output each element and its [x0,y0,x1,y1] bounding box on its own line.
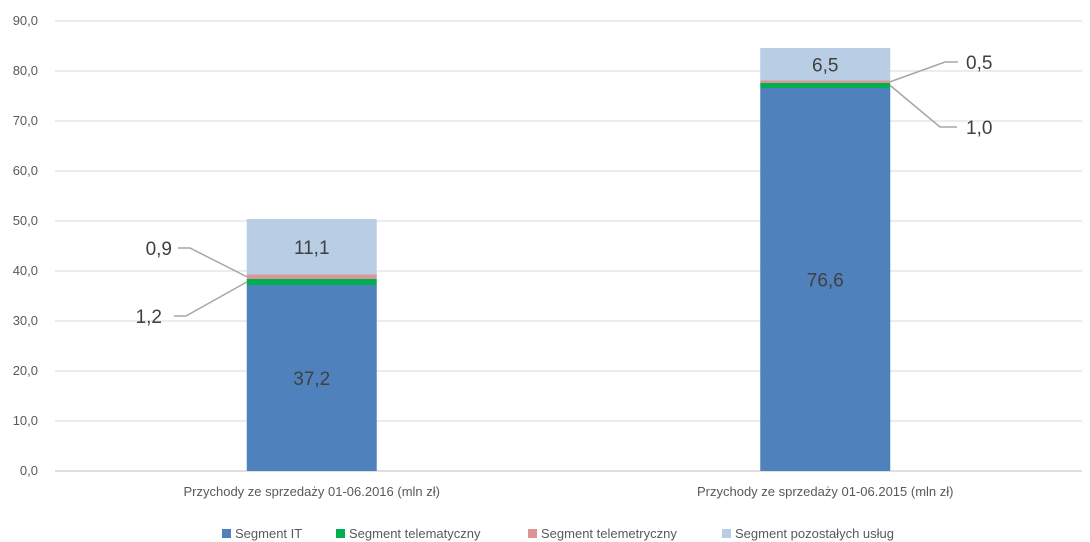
x-axis-categories: Przychody ze sprzedaży 01-06.2016 (mln z… [183,484,953,499]
y-tick-label: 90,0 [13,13,38,28]
data-label: 1,2 [136,307,162,328]
y-tick-label: 0,0 [20,463,38,478]
legend-swatch [222,529,231,538]
legend: Segment IT Segment telematyczny Segment te… [222,526,894,541]
bars [246,48,891,471]
y-tick-label: 50,0 [13,213,38,228]
data-label: 11,1 [294,238,330,259]
x-category-label: Przychody ze sprzedaży 01-06.2016 (mln z… [183,484,440,499]
legend-label: Segment pozostałych usług [735,526,894,541]
leader-line [174,281,248,317]
data-label: 37,2 [293,369,330,390]
data-label: 6,5 [812,55,838,76]
bar-segment [760,88,891,471]
x-category-label: Przychody ze sprzedaży 01-06.2015 (mln z… [697,484,954,499]
bar-segment [246,219,377,275]
data-label: 0,9 [146,239,172,260]
legend-label: Segment telemetryczny [541,526,677,541]
data-label: 76,6 [807,271,844,292]
leader-line [889,84,957,128]
data-label: 0,5 [966,53,992,74]
legend-swatch [722,529,731,538]
legend-swatch [336,529,345,538]
gridlines [55,20,1082,472]
y-axis-ticks: 0,0 10,0 20,0 30,0 40,0 50,0 60,0 70,0 80,0 90,0 [13,13,38,478]
y-tick-label: 70,0 [13,113,38,128]
legend-label: Segment telematyczny [349,526,481,541]
bar-segment [760,83,891,88]
y-tick-label: 20,0 [13,363,38,378]
bar-segment [246,279,377,285]
y-tick-label: 40,0 [13,263,38,278]
bar-segment [246,285,377,471]
y-tick-label: 30,0 [13,313,38,328]
leader-line [889,61,958,83]
y-tick-label: 80,0 [13,63,38,78]
y-tick-label: 10,0 [13,413,38,428]
data-label: 1,0 [966,118,992,139]
legend-label: Segment IT [235,526,302,541]
leader-line [178,247,248,278]
callout-labels: 37,2 11,1 76,6 6,5 0,9 1,2 0,5 1,0 [136,53,993,390]
bar-segment [760,80,891,83]
legend-swatch [528,529,537,538]
bar-segment [760,48,891,81]
y-tick-label: 60,0 [13,163,38,178]
bar-segment [246,274,377,279]
